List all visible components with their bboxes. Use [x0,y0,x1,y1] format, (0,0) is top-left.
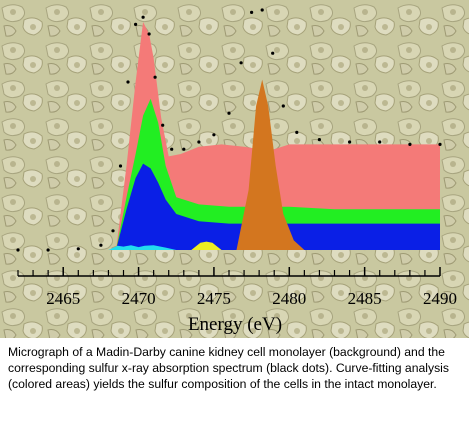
data-point [134,22,138,26]
fit-areas [108,22,440,250]
data-point [16,248,20,252]
data-point [46,248,50,252]
data-point [212,133,216,137]
data-point [348,140,352,144]
data-point [408,142,412,146]
x-tick-label: 2480 [272,289,306,308]
data-point [438,142,442,146]
data-point [99,243,103,247]
area-blue [116,163,440,250]
data-point [161,123,165,127]
area-orange [236,79,305,250]
data-point [378,140,382,144]
area-yellow [191,241,222,250]
x-tick-label: 2490 [423,289,457,308]
data-point [111,229,115,233]
data-point [271,51,275,55]
data-dots [16,8,442,252]
data-point [141,15,145,19]
x-tick-label: 2475 [197,289,231,308]
data-point [147,32,151,36]
data-point [170,147,174,151]
data-point [239,61,243,65]
data-point [317,138,321,142]
x-tick-labels: 2465 2470 2475 2480 2485 2490 [46,289,457,308]
area-red [116,22,440,250]
data-point [182,147,186,151]
area-green [116,98,440,250]
x-axis-label: Energy (eV) [188,314,282,335]
x-tick-label: 2470 [122,289,156,308]
data-point [153,75,157,79]
data-point [260,8,264,12]
x-tick-label: 2465 [46,289,80,308]
caption: Micrograph of a Madin-Darby canine kidne… [8,345,449,392]
data-point [281,104,285,108]
area-cyan [108,245,177,250]
data-point [250,10,254,14]
data-point [197,140,201,144]
data-point [118,164,123,168]
data-point [76,247,80,251]
data-point [126,80,130,84]
data-point [295,130,299,134]
data-point [227,111,231,115]
x-axis [17,267,441,277]
spectrum-figure: 2465 2470 2475 2480 2485 2490 Energy (eV) [0,0,469,338]
x-tick-label: 2485 [348,289,382,308]
